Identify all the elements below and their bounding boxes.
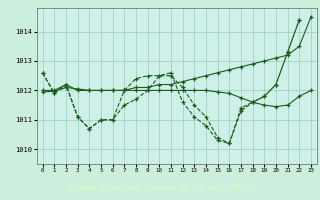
Text: Graphe pression niveau de la mer (hPa): Graphe pression niveau de la mer (hPa) [68,182,252,192]
